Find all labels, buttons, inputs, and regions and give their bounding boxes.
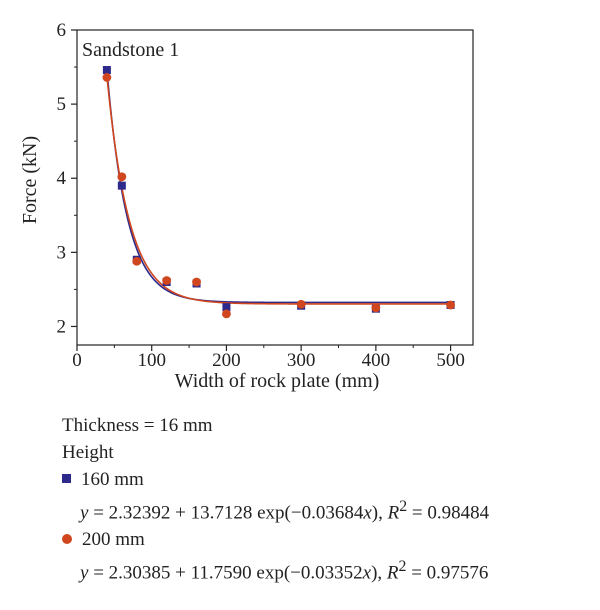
- plot-frame: [76, 29, 474, 346]
- legend-item-label: 160 mm: [81, 469, 144, 490]
- fit-equation-160: y = 2.32392 + 13.7128 exp(−0.03684x), R2…: [80, 498, 490, 524]
- square-marker-icon: [62, 474, 71, 484]
- fit-line-160-mm: [106, 69, 451, 304]
- fit-line-200-mm: [106, 75, 451, 305]
- data-point-circle: [222, 309, 231, 319]
- legend-item-200: 200 mm: [62, 526, 489, 553]
- circle-marker-icon: [62, 533, 72, 544]
- data-point-circle: [102, 73, 112, 82]
- height-label: Height: [62, 442, 114, 463]
- x-tick-label: 500: [436, 350, 465, 371]
- x-tick-label: 400: [362, 350, 391, 371]
- fit-equation-200: y = 2.30385 + 11.7590 exp(−0.03352x), R2…: [80, 558, 489, 584]
- x-axis-title: Width of rock plate (mm): [175, 370, 380, 392]
- x-tick-label: 300: [287, 350, 316, 371]
- y-tick-label: 6: [57, 20, 67, 41]
- legend-item-160: 160 mm: [62, 466, 489, 493]
- legend-item-label: 200 mm: [82, 529, 145, 551]
- data-point-circle: [117, 172, 127, 182]
- legend: Thickness = 16 mm Height 160 mm y = 2.32…: [62, 412, 489, 587]
- data-point-square: [117, 181, 126, 190]
- y-tick-label: 5: [57, 94, 67, 115]
- data-point-circle: [192, 277, 201, 287]
- data-point-circle: [162, 276, 172, 285]
- data-point-circle: [132, 256, 142, 266]
- x-tick-label: 200: [212, 350, 241, 371]
- x-tick-label: 100: [137, 350, 166, 371]
- chart-annotation: Sandstone 1: [82, 39, 179, 61]
- data-point-circle: [446, 300, 455, 310]
- x-tick-label: 0: [72, 350, 82, 371]
- force-vs-width-chart: 0 100 200 300 400 500 2 3 4 5 6 Sandstone 1 Width …: [19, 20, 474, 392]
- y-tick-label: 3: [57, 242, 67, 263]
- y-tick-label: 4: [57, 168, 67, 189]
- data-point-square: [102, 66, 111, 75]
- data-point-circle: [371, 303, 381, 313]
- thickness-label: Thickness = 16 mm: [62, 415, 213, 436]
- data-point-circle: [296, 299, 306, 309]
- y-axis-title: Force (kN): [19, 136, 41, 224]
- data-point-square: [222, 303, 231, 312]
- y-tick-label: 2: [57, 316, 67, 337]
